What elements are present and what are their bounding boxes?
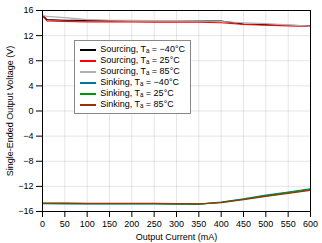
html-text:Sinking, Tₐ = 85°C: Sinking, Tₐ = 85°C	[100, 99, 174, 110]
svg-text:100: 100	[80, 219, 95, 229]
svg-text:0: 0	[28, 106, 33, 116]
svg-text:−4: −4	[23, 131, 33, 141]
svg-text:450: 450	[236, 219, 251, 229]
svg-text:150: 150	[102, 219, 117, 229]
svg-text:500: 500	[258, 219, 273, 229]
svg-text:8: 8	[28, 56, 33, 66]
svg-text:4: 4	[28, 81, 33, 91]
svg-text:−12: −12	[18, 181, 33, 191]
svg-text:350: 350	[191, 219, 206, 229]
svg-text:250: 250	[147, 219, 162, 229]
svg-text:12: 12	[23, 31, 33, 41]
html-text:Sourcing, Tₐ = 25°C: Sourcing, Tₐ = 25°C	[100, 55, 180, 66]
html-text:Sinking, Tₐ = 25°C: Sinking, Tₐ = 25°C	[100, 88, 174, 99]
svg-text:600: 600	[303, 219, 318, 229]
svg-text:Single-Ended Output Voltage (V: Single-Ended Output Voltage (V)	[5, 46, 15, 177]
html-text:Sourcing, Tₐ = 85°C: Sourcing, Tₐ = 85°C	[100, 66, 180, 77]
svg-text:16: 16	[23, 5, 33, 15]
svg-text:200: 200	[124, 219, 139, 229]
svg-text:550: 550	[281, 219, 296, 229]
svg-text:400: 400	[214, 219, 229, 229]
html-text:Sourcing, Tₐ = −40°C: Sourcing, Tₐ = −40°C	[100, 44, 185, 55]
svg-text:Output Current (mA): Output Current (mA)	[136, 232, 218, 242]
svg-text:0: 0	[40, 219, 45, 229]
html-text:Sinking, Tₐ = −40°C: Sinking, Tₐ = −40°C	[100, 77, 179, 88]
svg-text:−8: −8	[23, 156, 33, 166]
svg-text:300: 300	[169, 219, 184, 229]
svg-text:50: 50	[60, 219, 70, 229]
svg-text:−16: −16	[18, 206, 33, 216]
